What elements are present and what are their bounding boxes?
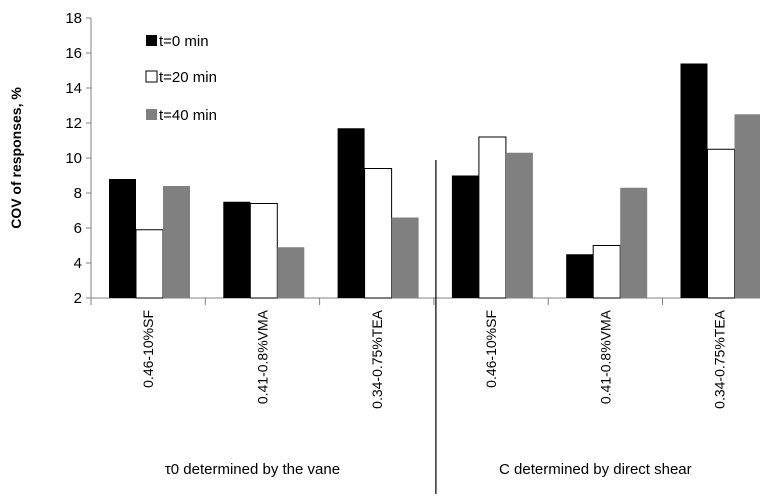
x-category-label: 0.41-0.8%VMA	[254, 309, 270, 404]
y-tick-label: 6	[74, 220, 82, 237]
bar-t-0-min-cat-2	[223, 201, 251, 298]
legend-swatch	[146, 109, 157, 120]
legend-swatch	[146, 35, 157, 46]
bar-t-40-min-cat-2	[277, 247, 305, 298]
y-tick-label: 4	[74, 255, 82, 272]
y-tick-label: 8	[74, 185, 82, 202]
bar-t-40-min-cat-1	[163, 186, 190, 298]
bar-t-0-min-cat-3	[337, 128, 365, 298]
legend-label: t=0 min	[159, 33, 209, 50]
x-category-label: 0.41-0.8%VMA	[597, 309, 613, 404]
group-label: C determined by direct shear	[499, 461, 692, 478]
x-category-label: 0.46-10%SF	[140, 310, 156, 388]
y-tick-label: 12	[65, 115, 82, 132]
bar-t-20-min-cat-5	[592, 245, 621, 299]
bar-t-0-min-cat-6	[680, 63, 708, 298]
bar-t-20-min-cat-1	[135, 229, 164, 299]
legend-label: t=40 min	[159, 107, 217, 124]
y-tick-label: 2	[74, 290, 82, 307]
x-category-label: 0.46-10%SF	[483, 310, 499, 388]
bar-t-40-min-cat-6	[734, 114, 760, 298]
y-tick-label: 16	[65, 45, 82, 62]
bar-t-40-min-cat-3	[391, 217, 419, 298]
legend-swatch	[145, 70, 158, 83]
y-tick-label: 18	[65, 10, 82, 27]
bar-t-20-min-cat-4	[478, 136, 507, 299]
group-label: τ0 determined by the vane	[165, 461, 340, 478]
bar-t-40-min-cat-5	[620, 187, 648, 298]
bar-t-20-min-cat-3	[364, 168, 393, 299]
legend-label: t=20 min	[159, 69, 217, 86]
y-tick-label: 10	[65, 150, 82, 167]
y-tick-label: 14	[65, 80, 82, 97]
x-category-label: 0.34-0.75%TEA	[369, 309, 385, 408]
bar-t-0-min-cat-4	[451, 175, 479, 298]
y-axis-title: COV of responses, %	[8, 87, 24, 229]
bar-t-20-min-cat-6	[707, 148, 735, 299]
bar-t-0-min-cat-1	[109, 179, 136, 298]
x-category-label: 0.34-0.75%TEA	[712, 309, 728, 408]
bar-t-40-min-cat-4	[505, 152, 533, 298]
bar-t-20-min-cat-2	[249, 203, 278, 299]
bar-t-0-min-cat-5	[566, 254, 594, 298]
